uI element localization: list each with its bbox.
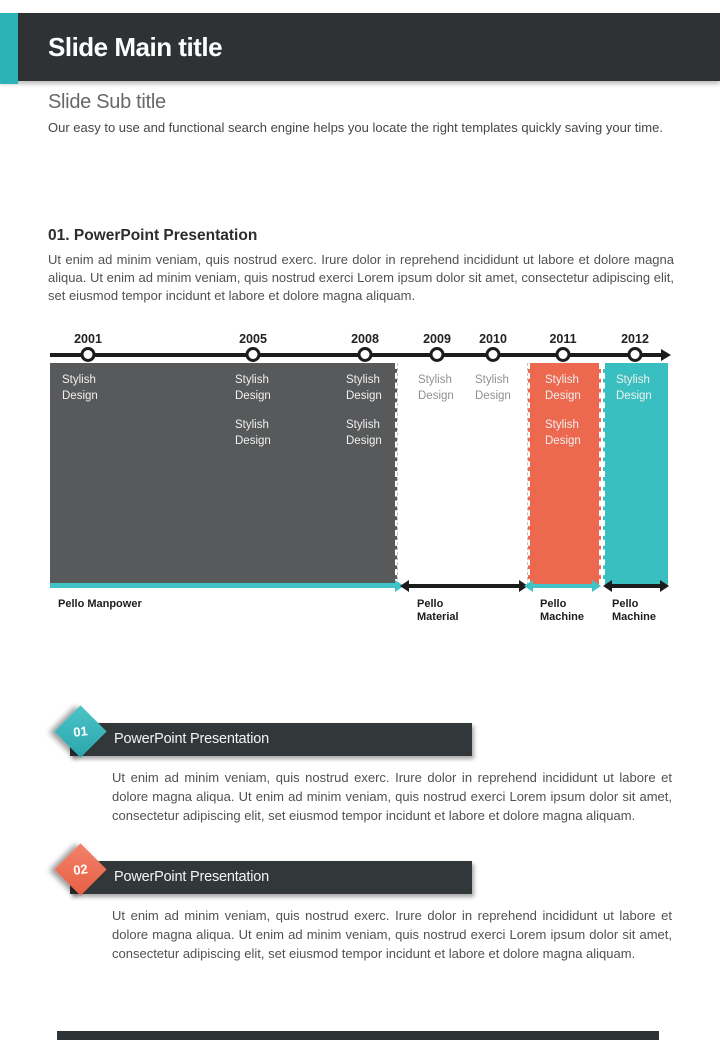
main-title: Slide Main title	[48, 32, 223, 62]
timeline-marker-icon	[555, 347, 571, 362]
span-arrow-manpower	[50, 579, 404, 592]
timeline-entry: Stylish Design	[62, 374, 98, 402]
timeline-region-white	[397, 363, 528, 585]
timeline-entry: Stylish Design	[346, 419, 382, 447]
arrowhead-icon	[660, 580, 669, 592]
badge-number: 02	[72, 861, 89, 878]
section-paragraph: Ut enim ad minim veniam, quis nostrud ex…	[112, 908, 672, 961]
timeline-entry: Stylish Design	[616, 374, 652, 402]
timeline-year: 2009	[423, 332, 451, 346]
timeline-year: 2005	[239, 332, 267, 346]
section-heading: 01. PowerPoint Presentation	[48, 227, 258, 244]
header-accent-block	[0, 13, 18, 84]
timeline-marker-icon	[357, 347, 373, 362]
timeline-marker-icon	[245, 347, 261, 362]
footer-bar	[57, 1031, 659, 1040]
timeline-marker-icon	[627, 347, 643, 362]
timeline-marker-icon	[485, 347, 501, 362]
timeline-marker-icon	[429, 347, 445, 362]
intro-text: Our easy to use and functional search en…	[48, 120, 663, 135]
timeline-year: 2012	[621, 332, 649, 346]
timeline-year: 2001	[74, 332, 102, 346]
section-title: PowerPoint Presentation	[114, 869, 269, 885]
span-arrow-machine-1	[524, 580, 601, 592]
timeline-year: 2011	[549, 332, 577, 346]
span-arrow-machine-2	[603, 580, 669, 592]
arrowhead-icon	[395, 579, 404, 592]
timeline-year: 2010	[479, 332, 507, 346]
timeline-entry: Stylish Design	[346, 374, 382, 402]
timeline-entry: Stylish Design	[235, 419, 271, 447]
timeline-entry: Stylish Design	[545, 374, 581, 402]
section-title-bar: PowerPoint Presentation	[70, 861, 472, 894]
span-label: Pello Manpower	[58, 598, 142, 610]
section-title-bar: PowerPoint Presentation	[70, 723, 472, 756]
timeline-region-orange	[528, 363, 601, 585]
axis-arrow-icon	[661, 349, 671, 361]
arrowhead-icon	[400, 580, 409, 592]
header-bar	[0, 13, 720, 81]
sub-title: Slide Sub title	[48, 91, 166, 113]
section-title: PowerPoint Presentation	[114, 731, 269, 747]
numbered-section-02: PowerPoint Presentation 02 Ut enim ad mi…	[0, 843, 720, 1001]
timeline-diagram: 2001 2005 2008 2009 2010 2011 2012 Styli…	[50, 332, 674, 632]
timeline-entry: Stylish Design	[545, 419, 581, 447]
span-arrow-material	[400, 580, 528, 592]
section-paragraph: Ut enim ad minim veniam, quis nostrud ex…	[112, 770, 672, 823]
numbered-section-01: PowerPoint Presentation 01 Ut enim ad mi…	[0, 705, 720, 863]
span-label: Pello Machine	[540, 598, 585, 623]
timeline-entry: Stylish Design	[418, 374, 454, 402]
span-label: Pello Machine	[612, 598, 657, 623]
timeline-entry: Stylish Design	[475, 374, 511, 402]
arrowhead-icon	[592, 580, 601, 592]
timeline-axis	[50, 353, 662, 357]
arrowhead-icon	[519, 580, 528, 592]
badge-number: 01	[72, 723, 89, 740]
arrowhead-icon	[524, 580, 533, 592]
timeline-marker-icon	[80, 347, 96, 362]
timeline-region-teal	[603, 363, 668, 585]
timeline-region-gray	[50, 363, 397, 585]
timeline-entry: Stylish Design	[235, 374, 271, 402]
span-label: Pello Material	[417, 598, 459, 623]
section-body: Ut enim ad minim veniam, quis nostrud ex…	[48, 252, 674, 303]
arrowhead-icon	[603, 580, 612, 592]
timeline-year: 2008	[351, 332, 379, 346]
